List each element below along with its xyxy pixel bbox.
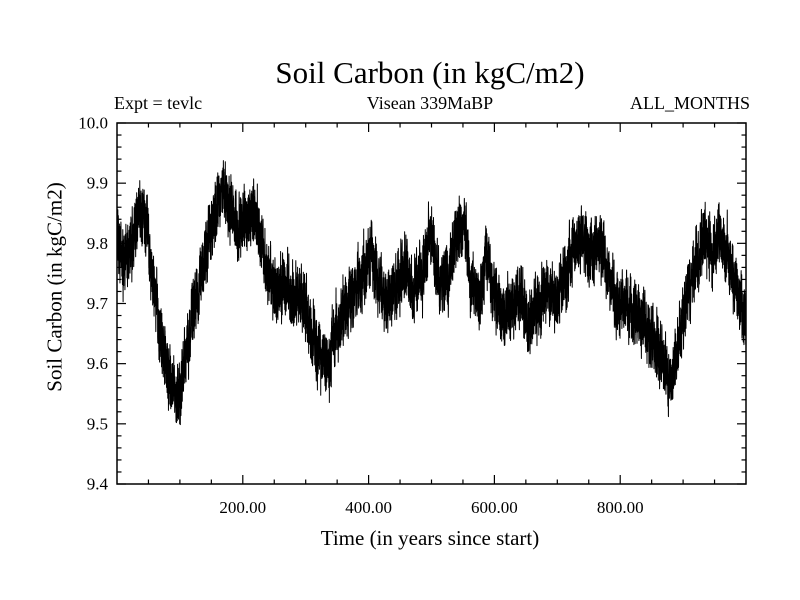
x-tick-label: 600.00 bbox=[471, 498, 518, 517]
x-tick-label: 200.00 bbox=[219, 498, 266, 517]
soil-carbon-series bbox=[117, 160, 746, 426]
y-tick-label: 9.8 bbox=[87, 234, 108, 253]
x-tick-label: 400.00 bbox=[345, 498, 392, 517]
y-tick-label: 9.9 bbox=[87, 174, 108, 193]
y-tick-label: 10.0 bbox=[78, 114, 108, 133]
chart-title: Soil Carbon (in kgC/m2) bbox=[275, 55, 585, 90]
y-tick-label: 9.4 bbox=[87, 475, 109, 494]
experiment-label: Expt = tevlc bbox=[114, 93, 203, 113]
period-label: Visean 339MaBP bbox=[366, 93, 494, 113]
y-tick-label: 9.5 bbox=[87, 414, 108, 433]
plot-frame bbox=[116, 122, 747, 485]
months-label: ALL_MONTHS bbox=[630, 93, 750, 113]
y-tick-label: 9.7 bbox=[87, 294, 109, 313]
y-axis-label: Soil Carbon (in kgC/m2) bbox=[42, 182, 67, 392]
x-tick-label: 800.00 bbox=[597, 498, 644, 517]
y-tick-label: 9.6 bbox=[87, 354, 108, 373]
x-axis-label: Time (in years since start) bbox=[320, 526, 540, 550]
